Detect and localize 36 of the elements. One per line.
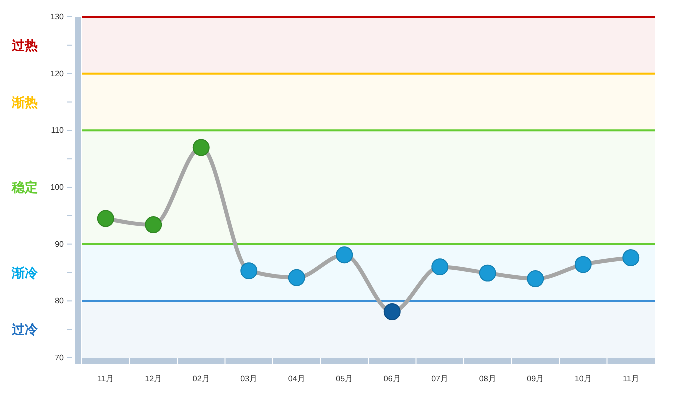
x-tick-label: 03月 (240, 374, 258, 384)
x-tick-label: 10月 (574, 374, 592, 384)
point (288, 269, 306, 286)
point (527, 270, 544, 288)
point (432, 258, 449, 276)
point (336, 246, 354, 264)
y-tick-label: 130 (50, 12, 65, 22)
x-tick-label: 08月 (479, 374, 496, 384)
x-tick-label: 07月 (432, 374, 449, 384)
point (240, 262, 258, 280)
band-label: 稳定 (11, 180, 38, 196)
x-tick-label: 02月 (192, 374, 210, 384)
point (622, 250, 640, 266)
y-tick-label: 70 (55, 354, 65, 363)
x-tick-label: 11月 (98, 374, 114, 384)
x-tick-label: 09月 (527, 374, 544, 384)
point (479, 264, 496, 282)
point (192, 139, 210, 156)
point (384, 304, 401, 320)
point (97, 210, 114, 228)
point (145, 216, 162, 234)
x-tick-label: 11月 (622, 374, 640, 384)
x-tick-label: 05月 (336, 374, 354, 384)
y-tick-label: 80 (55, 296, 65, 306)
x-tick-label: 06月 (384, 374, 401, 384)
x-tick-label: 04月 (288, 374, 306, 384)
y-tick-label: 110 (51, 126, 65, 136)
y-tick-label: 90 (55, 240, 65, 249)
y-tick-label: 100 (50, 183, 65, 192)
band-label: 渐冷 (11, 266, 39, 282)
band-label: 渐热 (11, 96, 38, 111)
band-label: 过热 (11, 38, 38, 54)
x-tick-label: 12月 (145, 374, 162, 384)
point (574, 256, 592, 274)
y-tick-label: 120 (50, 69, 65, 78)
band-label: 过冷 (11, 323, 39, 338)
